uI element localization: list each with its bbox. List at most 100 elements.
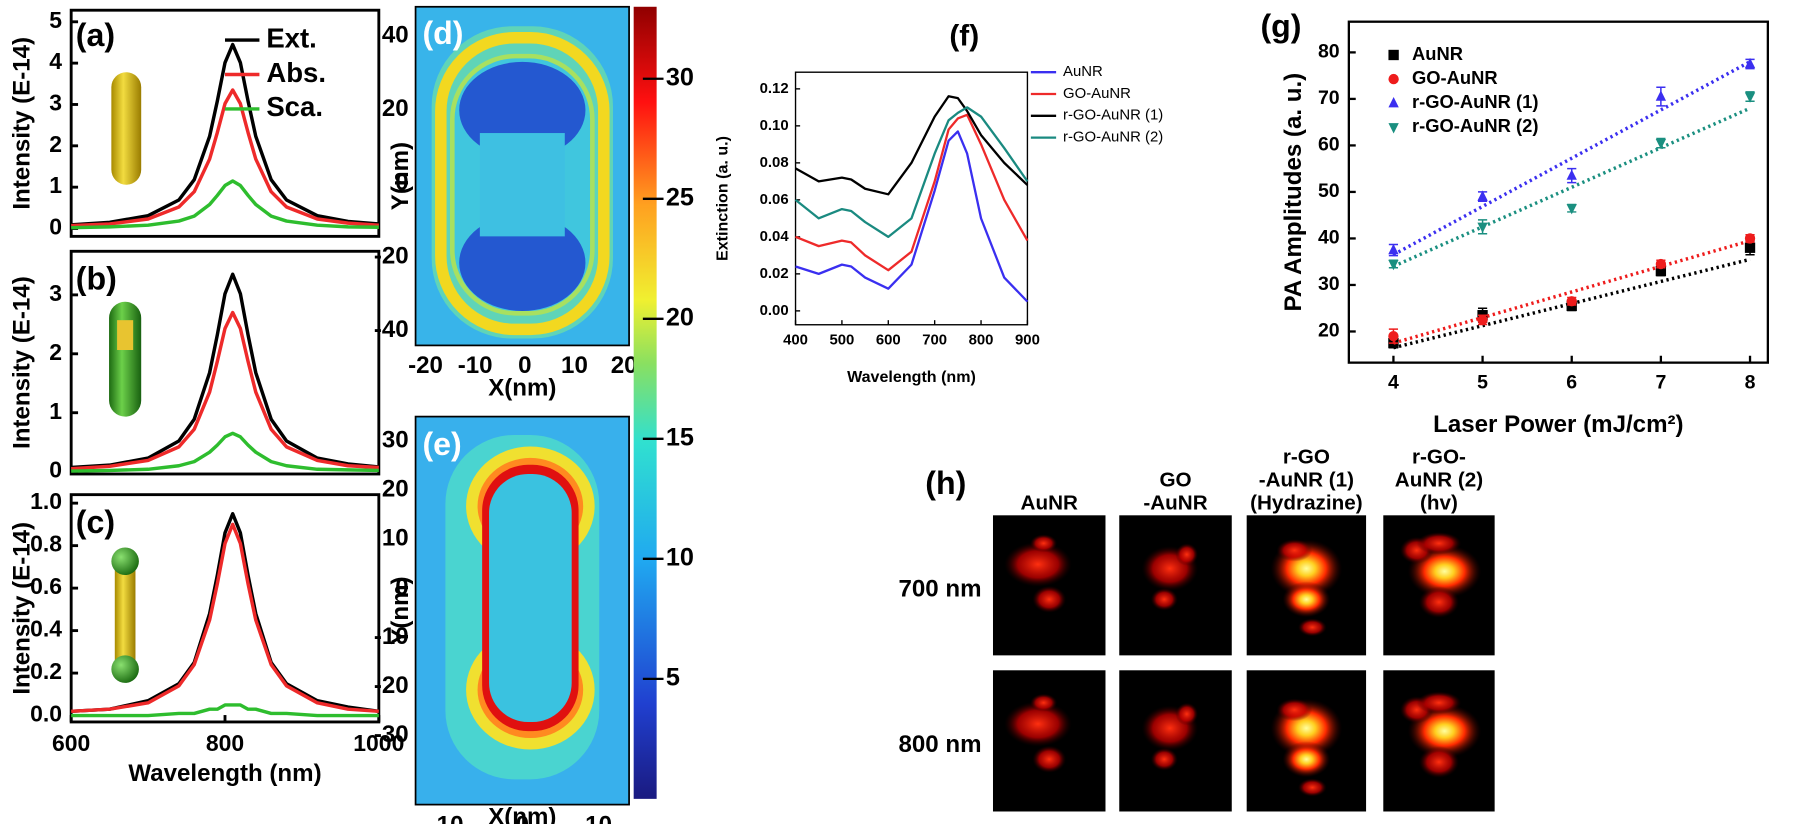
- column-header: -AuNR: [1143, 491, 1207, 514]
- column-header: (hv): [1420, 491, 1458, 514]
- data-point: [1566, 296, 1577, 307]
- dumbbell-rod-icon: [114, 563, 136, 665]
- x-tick-label: 4: [1388, 372, 1399, 394]
- y-tick-label: 0.00: [760, 302, 789, 319]
- column-header: r-GO-: [1412, 445, 1466, 468]
- pa-signal: [1004, 541, 1072, 587]
- pa-signal: [1416, 532, 1462, 555]
- legend-label: GO-AuNR: [1412, 67, 1498, 88]
- gold-rod-icon: [111, 72, 142, 185]
- data-point: [1388, 259, 1399, 271]
- pa-signal: [1418, 746, 1460, 778]
- legend-label: Sca.: [266, 91, 323, 122]
- data-point: [1744, 57, 1756, 69]
- pa-signal: [1418, 586, 1460, 618]
- fit-line: [1392, 106, 1751, 268]
- y-tick-label: 0: [395, 574, 408, 601]
- column-header: GO: [1159, 468, 1191, 491]
- data-point: [1744, 242, 1756, 253]
- data-point: [1744, 92, 1756, 103]
- y-tick-label: -40: [374, 316, 409, 343]
- x-tick-label: 10: [585, 811, 612, 824]
- x-tick-label: 7: [1655, 372, 1666, 394]
- y-tick-label: 0.08: [760, 154, 789, 171]
- series-line: [71, 703, 379, 718]
- column-header: AuNR (2): [1395, 468, 1483, 491]
- colorbar-tick-label: 25: [666, 183, 694, 211]
- plot-frame: [414, 5, 630, 347]
- x-axis-label: Laser Power (mJ/cm²): [1433, 411, 1683, 438]
- x-tick-label: -20: [408, 352, 443, 379]
- pa-signal: [1175, 543, 1199, 566]
- series-line: [71, 522, 379, 714]
- field-cap: [459, 214, 586, 311]
- series-line: [71, 42, 379, 227]
- y-tick-label: 2: [49, 339, 62, 365]
- field-rod-inner: [489, 473, 572, 722]
- legend-marker: [1388, 97, 1399, 108]
- y-tick-label: 3: [49, 280, 62, 306]
- legend-label: r-GO-AuNR (1): [1063, 107, 1163, 124]
- legend-marker: [1388, 123, 1399, 134]
- y-tick-label: 0.06: [760, 191, 789, 208]
- y-tick-label: 3: [49, 90, 62, 116]
- y-tick-label: 0: [49, 214, 62, 240]
- legend-label: r-GO-AuNR (2): [1063, 129, 1163, 146]
- x-tick-label: 5: [1477, 372, 1488, 394]
- column-header: AuNR: [1021, 491, 1078, 514]
- legend-label: GO-AuNR: [1063, 85, 1131, 102]
- y-tick-label: -10: [374, 623, 409, 650]
- series-line: [795, 113, 1029, 272]
- row-label: 800 nm: [898, 731, 981, 758]
- pa-signal: [1282, 741, 1331, 778]
- y-tick-label: 0.8: [30, 531, 62, 557]
- x-tick-label: 400: [783, 332, 808, 349]
- plot-frame: [69, 249, 381, 476]
- data-point: [1655, 90, 1667, 101]
- dumbbell-end: [111, 655, 139, 683]
- y-tick-label: 2: [49, 131, 62, 157]
- y-tick-label: 1: [49, 172, 62, 198]
- y-tick-label: 60: [1318, 134, 1340, 156]
- series-line: [71, 179, 379, 230]
- y-axis-label: Intensity (E-14): [8, 522, 35, 695]
- data-point: [1477, 222, 1488, 234]
- colorbar-tick-label: 20: [666, 303, 694, 331]
- fit-line: [1392, 60, 1751, 257]
- y-axis-label: Extinction (a. u.): [713, 136, 731, 261]
- x-tick-label: 0: [516, 811, 529, 824]
- pa-signal: [1298, 618, 1327, 637]
- legend-label: AuNR: [1063, 63, 1103, 80]
- column-header: -AuNR (1): [1259, 468, 1354, 491]
- data-point: [1566, 169, 1577, 180]
- y-tick-label: 0.02: [760, 265, 789, 282]
- x-axis-label: X(nm): [488, 804, 556, 824]
- y-tick-label: 20: [1318, 320, 1340, 342]
- pa-signal: [1276, 539, 1313, 562]
- plot-frame: [794, 71, 1029, 326]
- x-tick-label: 6: [1566, 372, 1577, 394]
- y-tick-label: 1: [49, 398, 62, 424]
- legend-label: r-GO-AuNR (2): [1412, 115, 1538, 136]
- data-point: [1655, 138, 1667, 150]
- legend-label: r-GO-AuNR (1): [1412, 91, 1538, 112]
- legend-label: Abs.: [266, 57, 326, 88]
- plot-frame: [69, 493, 381, 724]
- pa-signal: [1282, 581, 1331, 618]
- y-tick-label: 4: [49, 48, 62, 74]
- column-header: r-GO: [1283, 445, 1330, 468]
- x-tick-label: 600: [876, 332, 901, 349]
- y-tick-label: -20: [374, 672, 409, 699]
- x-tick-label: 8: [1745, 372, 1756, 394]
- pa-signal: [1032, 745, 1067, 773]
- series-line: [71, 512, 380, 714]
- colorbar-tick-label: 5: [666, 664, 680, 692]
- y-tick-label: 70: [1318, 87, 1340, 109]
- series-line: [794, 106, 1029, 239]
- x-tick-label: 1000: [353, 730, 404, 756]
- field-core: [479, 133, 565, 237]
- pa-signal: [1416, 691, 1462, 715]
- plot-frame: [69, 8, 381, 238]
- pa-signal: [1298, 778, 1327, 797]
